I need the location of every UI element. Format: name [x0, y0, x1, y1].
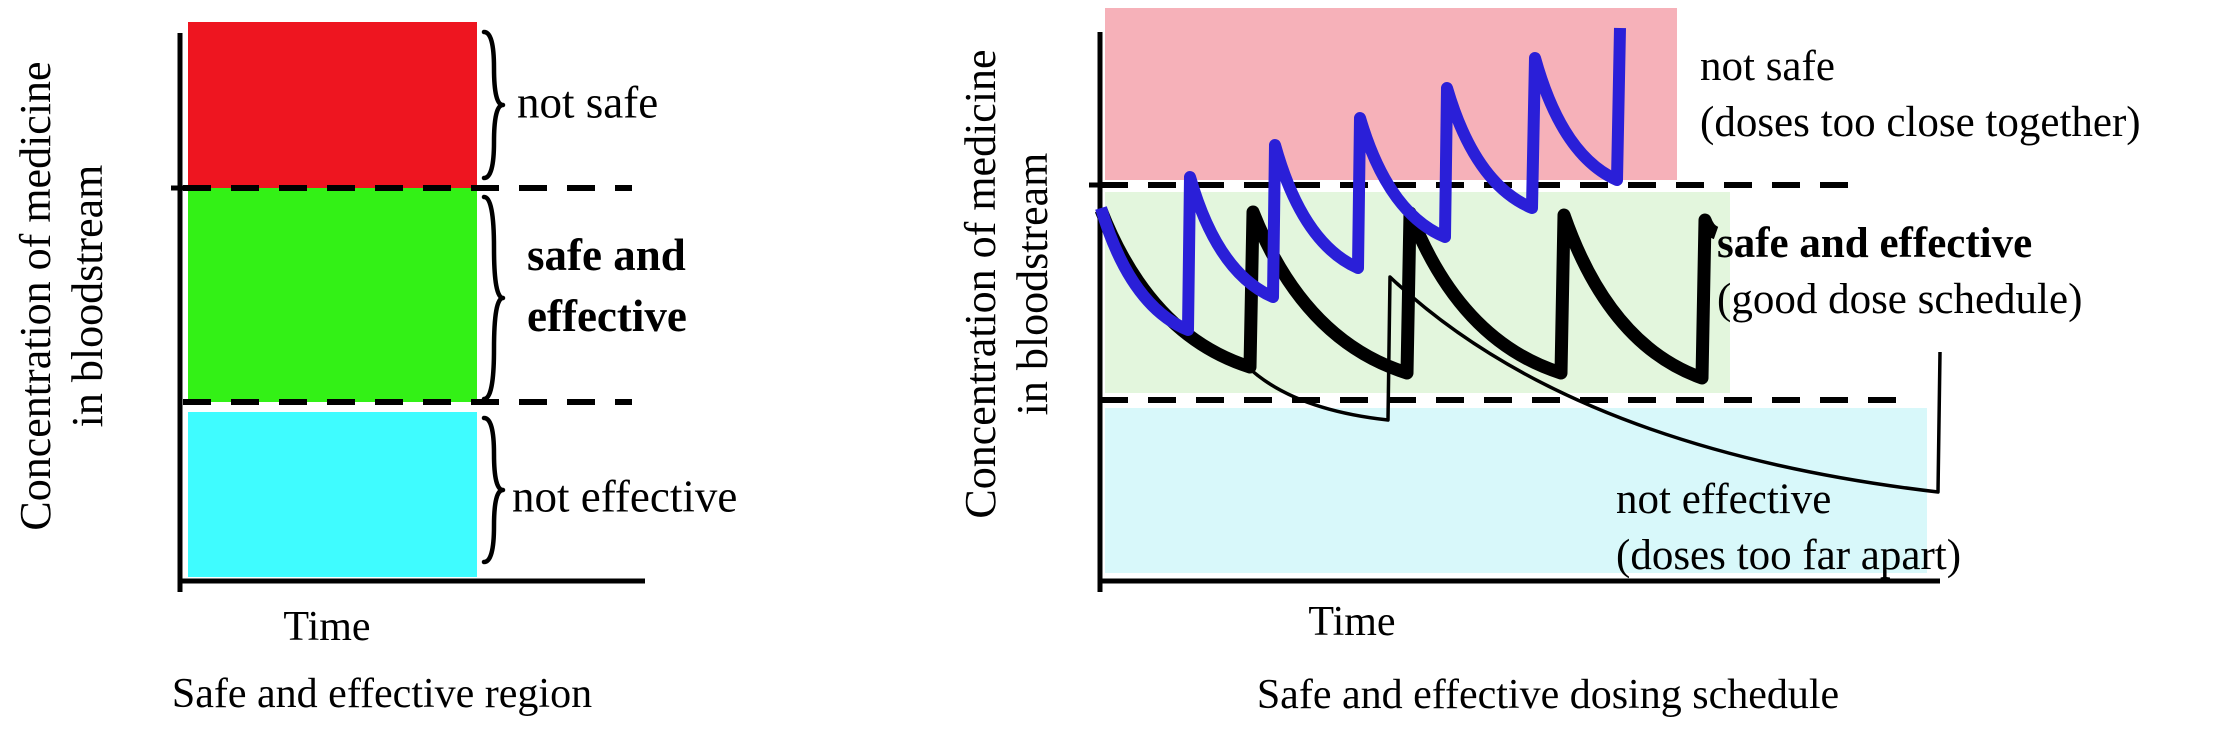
left-x-axis-label: Time: [283, 604, 371, 650]
brace-not-safe: [481, 29, 506, 181]
right-label-not-safe-line1: not safe: [1700, 43, 1835, 90]
right-band-not-effective: [1105, 408, 1927, 573]
left-label-safe-effective: safe and effective: [527, 225, 687, 347]
left-band-not-effective: [188, 412, 477, 577]
right-label-safe-effective: safe and effective (good dose schedule): [1717, 216, 2082, 328]
left-label-safe-effective-line1: safe and: [527, 230, 686, 280]
left-y-axis-label-line1: Concentration of medicine: [11, 61, 60, 531]
left-label-not-safe: not safe: [517, 77, 659, 128]
curve-doses-too-close-together: [1095, 27, 1626, 336]
brace-safe-effective: [481, 194, 506, 402]
right-chart-caption: Safe and effective dosing schedule: [1256, 672, 1840, 718]
left-band-not-safe: [188, 22, 477, 188]
right-y-axis-label-line1: Concentration of medicine: [956, 49, 1005, 519]
left-chart-caption: Safe and effective region: [171, 671, 593, 717]
brace-not-effective: [481, 415, 506, 565]
right-y-axis-label-line2: in bloodstream: [1008, 152, 1057, 416]
right-label-not-effective-line2: (doses too far apart): [1616, 532, 1962, 579]
left-label-safe-effective-line2: effective: [527, 291, 687, 341]
right-label-not-safe: not safe (doses too close together): [1700, 39, 2141, 151]
right-label-not-effective: not effective (doses too far apart): [1616, 472, 1961, 584]
right-label-safe-effective-line1: safe and effective: [1717, 220, 2033, 267]
right-band-not-safe: [1105, 8, 1677, 180]
right-label-safe-effective-line2: (good dose schedule): [1717, 276, 2083, 323]
right-label-not-safe-line2: (doses too close together): [1700, 99, 2141, 146]
right-x-axis-label: Time: [1308, 599, 1396, 645]
curve-good-dose-schedule: [1094, 205, 1719, 385]
left-y-axis-label: Concentration of medicine in bloodstream: [10, 0, 114, 596]
left-y-axis-label-line2: in bloodstream: [63, 164, 112, 428]
right-label-not-effective-line1: not effective: [1616, 476, 1832, 523]
left-label-not-effective: not effective: [512, 471, 738, 522]
left-band-safe-effective: [188, 188, 477, 402]
right-y-axis-label: Concentration of medicine in bloodstream: [955, 0, 1059, 584]
